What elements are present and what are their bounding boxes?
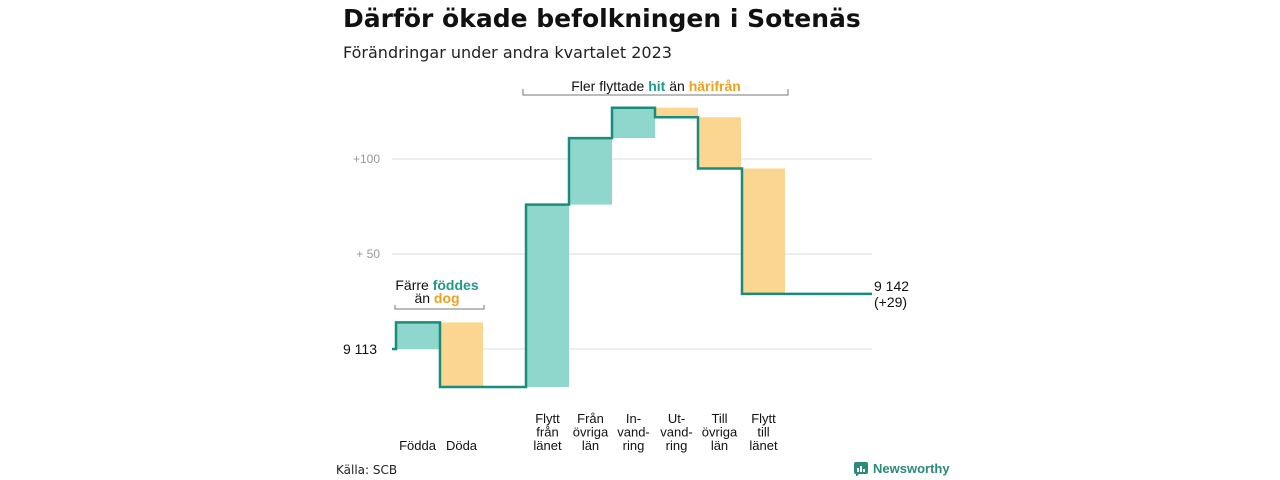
category-label-4: In-vand-ring — [617, 411, 650, 453]
bars — [396, 107, 785, 387]
bar-2 — [526, 204, 569, 387]
y-tick-label-1: + 50 — [356, 247, 380, 261]
labels: Födda Döda Flytt från länet Från övriga länIn-v… — [343, 278, 909, 453]
category-label-2: Flytt från länet — [533, 411, 562, 453]
moves-bracket — [522, 89, 789, 96]
births-annotation-line2: än dog — [414, 290, 459, 306]
step-line-group — [392, 106, 872, 389]
category-label-6: Till övriga län — [702, 411, 738, 453]
category-label-1: Döda — [446, 438, 478, 453]
births-annotation-line1: Färre föddes — [395, 277, 478, 293]
category-label-3: Från övriga län — [573, 411, 609, 453]
brand-logo: Newsworthy — [854, 461, 950, 476]
start-value-label: 9 113 — [343, 341, 377, 357]
newsworthy-icon — [854, 461, 868, 476]
end-change-label: (+29) — [874, 294, 907, 310]
category-label-7: Flytt till länet — [749, 411, 778, 453]
moves-annotation-text: Fler flyttade hit än härifrån — [571, 78, 741, 94]
y-tick-label-0: +100 — [353, 152, 380, 166]
births-bracket — [394, 305, 485, 310]
bar-7 — [742, 168, 785, 294]
category-label-0: Födda — [399, 438, 437, 453]
births-annotation: Färre föddes än dog — [394, 277, 485, 310]
step-line — [392, 106, 872, 389]
source-note: Källa: SCB — [336, 463, 398, 477]
grid: +100 + 50 — [353, 152, 872, 350]
category-label-5: Ut-vand-ring — [660, 411, 693, 453]
end-value-label: 9 142 — [874, 278, 909, 294]
bar-6 — [698, 117, 741, 169]
moves-annotation: Fler flyttade hit än härifrån — [522, 78, 789, 96]
bar-1 — [440, 322, 483, 387]
chart-title: Därför ökade befolkningen i Sotenäs — [343, 4, 861, 33]
bar-5 — [655, 107, 698, 118]
brand-label: Newsworthy — [873, 461, 950, 476]
chart-subtitle: Förändringar under andra kvartalet 2023 — [343, 43, 672, 62]
bar-0 — [396, 322, 439, 349]
bar-4 — [612, 107, 655, 139]
bar-3 — [569, 138, 612, 205]
